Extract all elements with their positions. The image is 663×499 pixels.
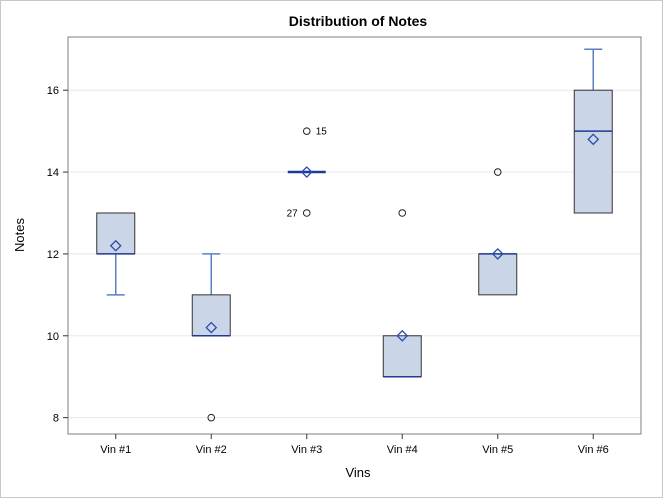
- x-tick-label: Vin #4: [387, 444, 418, 456]
- box: [478, 253, 518, 296]
- x-tick-label: Vin #5: [482, 444, 513, 456]
- plot-area: [67, 36, 642, 435]
- box-group: [96, 212, 136, 296]
- x-tick-label: Vin #3: [291, 444, 322, 456]
- outlier-point: [302, 127, 311, 135]
- mean-marker: [587, 133, 600, 146]
- mean-marker: [205, 321, 218, 334]
- x-axis: Vin #1 Vin #2 Vin #3 Vin #4 Vin #5 Vin #6: [100, 434, 609, 456]
- mean-marker: [491, 247, 504, 260]
- mean-marker: [396, 329, 409, 342]
- x-tick-label: Vin #1: [100, 444, 131, 456]
- box: [573, 89, 613, 214]
- box-group: [191, 253, 231, 422]
- outlier-label: 15: [316, 127, 328, 138]
- x-tick-label: Vin #6: [578, 444, 609, 456]
- outlier-label: 27: [287, 208, 299, 219]
- outlier-point: [302, 209, 311, 217]
- x-tick-label: Vin #2: [196, 444, 227, 456]
- box-group: [382, 209, 422, 378]
- chart-title: Distribution of Notes: [289, 13, 428, 29]
- y-tick-label: 16: [47, 85, 59, 97]
- mean-marker: [300, 166, 313, 178]
- y-tick-label: 14: [47, 167, 59, 179]
- box: [96, 212, 136, 255]
- outlier-point: [493, 168, 502, 176]
- outlier-point: [398, 209, 407, 217]
- y-tick-label: 12: [47, 249, 59, 261]
- y-axis: 8 10 12 14 16: [47, 85, 68, 425]
- box: [382, 335, 422, 378]
- x-axis-title: Vins: [345, 465, 371, 480]
- y-tick-label: 8: [53, 413, 59, 425]
- box-group: [573, 48, 613, 214]
- box-group: [478, 168, 518, 296]
- mean-marker: [109, 239, 122, 252]
- y-axis-title: Notes: [12, 218, 27, 252]
- y-tick-label: 10: [47, 331, 59, 343]
- outlier-point: [207, 413, 216, 422]
- grid-layer: [68, 89, 641, 419]
- box: [191, 294, 231, 337]
